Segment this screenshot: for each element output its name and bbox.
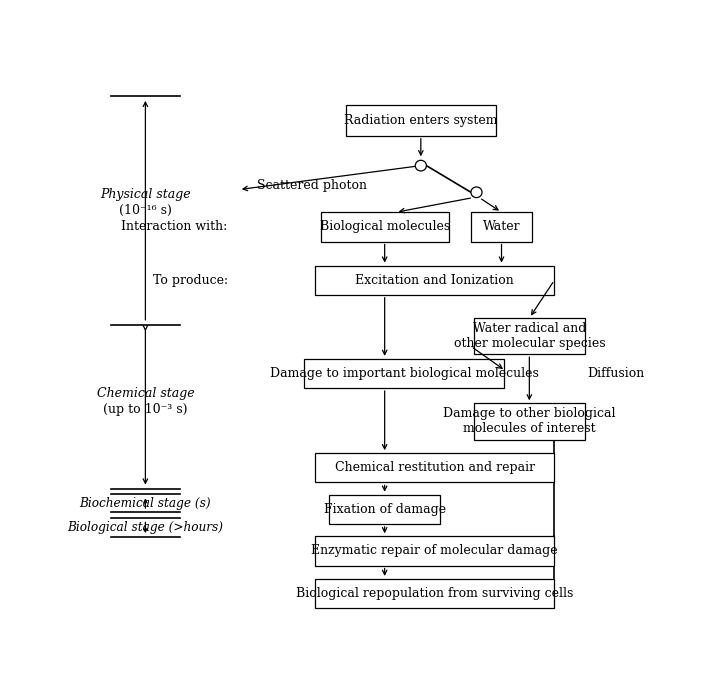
- Text: Interaction with:: Interaction with:: [121, 221, 228, 233]
- FancyBboxPatch shape: [315, 579, 554, 608]
- FancyBboxPatch shape: [474, 318, 585, 354]
- Text: Biological molecules: Biological molecules: [320, 221, 449, 233]
- Text: Physical stage: Physical stage: [100, 188, 191, 201]
- Text: Biological stage (>hours): Biological stage (>hours): [67, 521, 223, 534]
- Text: (up to 10⁻³ s): (up to 10⁻³ s): [103, 403, 187, 417]
- Text: Chemical stage: Chemical stage: [97, 388, 194, 401]
- Text: Water: Water: [482, 221, 521, 233]
- FancyBboxPatch shape: [315, 453, 554, 482]
- Circle shape: [415, 161, 426, 171]
- Text: Biochemical stage (s): Biochemical stage (s): [80, 497, 211, 510]
- Text: Chemical restitution and repair: Chemical restitution and repair: [335, 462, 535, 474]
- Text: Damage to important biological molecules: Damage to important biological molecules: [270, 367, 538, 380]
- Text: Fixation of damage: Fixation of damage: [324, 503, 446, 516]
- Text: Damage to other biological
molecules of interest: Damage to other biological molecules of …: [443, 408, 615, 435]
- FancyBboxPatch shape: [315, 266, 554, 295]
- Text: (10⁻¹⁶ s): (10⁻¹⁶ s): [119, 204, 172, 217]
- FancyBboxPatch shape: [304, 358, 504, 388]
- Circle shape: [471, 187, 482, 198]
- Text: Radiation enters system: Radiation enters system: [344, 114, 498, 127]
- Text: Enzymatic repair of molecular damage: Enzymatic repair of molecular damage: [312, 545, 558, 557]
- Text: Excitation and Ionization: Excitation and Ionization: [355, 274, 514, 286]
- Text: Diffusion: Diffusion: [588, 367, 645, 380]
- Text: To produce:: To produce:: [153, 274, 228, 286]
- FancyBboxPatch shape: [346, 105, 496, 136]
- Text: Scattered photon: Scattered photon: [257, 179, 367, 192]
- FancyBboxPatch shape: [474, 403, 585, 439]
- FancyBboxPatch shape: [315, 536, 554, 565]
- FancyBboxPatch shape: [329, 495, 440, 524]
- FancyBboxPatch shape: [321, 212, 449, 242]
- FancyBboxPatch shape: [471, 212, 532, 242]
- Text: Water radical and
other molecular species: Water radical and other molecular specie…: [454, 322, 605, 350]
- Text: Biological repopulation from surviving cells: Biological repopulation from surviving c…: [296, 587, 574, 600]
